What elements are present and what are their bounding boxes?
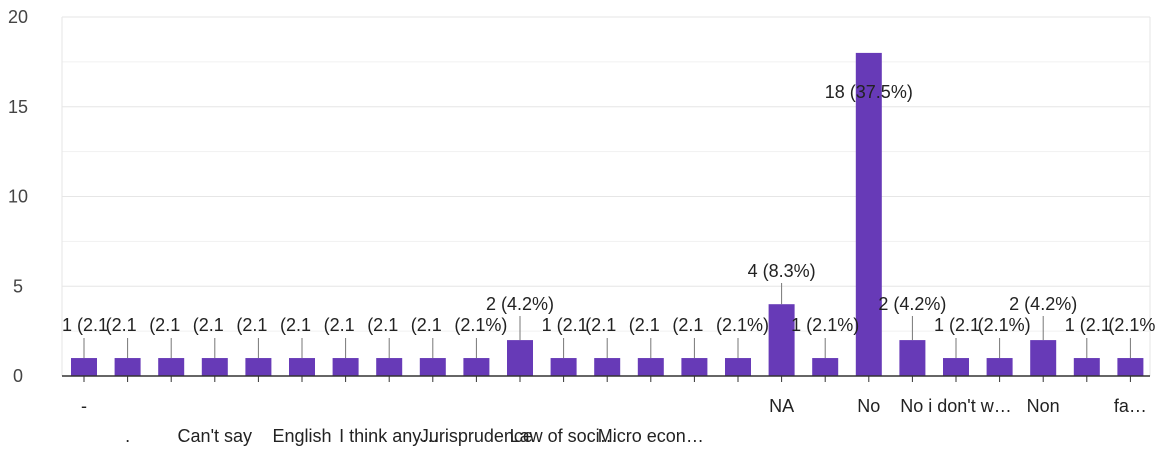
bar bbox=[158, 358, 185, 376]
y-tick-label: 10 bbox=[8, 187, 28, 207]
bar bbox=[725, 358, 751, 376]
axis-layer: 0 5 10 15 20 -. Can't say English I think any…Ju… bbox=[8, 7, 1150, 446]
y-tick-label: 20 bbox=[8, 7, 28, 27]
bar bbox=[899, 340, 926, 376]
y-tick-label: 5 bbox=[13, 276, 23, 296]
data-label: (2.1%) bbox=[454, 315, 507, 335]
bar bbox=[376, 358, 403, 376]
data-label: (2.1 bbox=[106, 315, 137, 335]
data-label: (2.1 bbox=[324, 315, 355, 335]
x-tick-label: - bbox=[81, 396, 87, 416]
x-tick-label: No i don't w… bbox=[900, 396, 1011, 416]
y-tick-label: 0 bbox=[13, 366, 23, 386]
data-label: 1 (2.1%) bbox=[791, 315, 859, 335]
data-label: 2 (4.2%) bbox=[1009, 294, 1077, 314]
bar bbox=[550, 358, 577, 376]
data-label: 1 (2.1 bbox=[542, 315, 588, 335]
y-tick-label: 15 bbox=[8, 97, 28, 117]
bar bbox=[201, 358, 228, 376]
data-label: (2.1 bbox=[193, 315, 224, 335]
data-label: (2.1 bbox=[280, 315, 311, 335]
data-label: 2 (4.2%) bbox=[486, 294, 554, 314]
data-label: (2.1 bbox=[585, 315, 616, 335]
data-label: (2.1 bbox=[672, 315, 703, 335]
bar bbox=[855, 52, 882, 377]
data-label: (2.1% bbox=[1108, 315, 1155, 335]
x-tick-label: NA bbox=[769, 396, 794, 416]
data-label: 1 (2.1 bbox=[62, 315, 108, 335]
bar bbox=[943, 358, 969, 376]
bar bbox=[419, 358, 446, 376]
bar bbox=[986, 358, 1013, 376]
x-tick-label: Can't say bbox=[178, 426, 252, 446]
data-label: 1 (2.1 bbox=[1065, 315, 1111, 335]
data-label: (2.1 bbox=[411, 315, 442, 335]
bar bbox=[114, 358, 141, 376]
bar bbox=[637, 358, 664, 376]
bar bbox=[1073, 358, 1100, 376]
bar bbox=[812, 358, 839, 376]
data-label: 1 (2.1 bbox=[934, 315, 980, 335]
x-tick-label: fa… bbox=[1114, 396, 1147, 416]
bar bbox=[463, 358, 490, 376]
bar bbox=[681, 358, 708, 376]
x-tick-label: Jurisprudence bbox=[420, 426, 533, 446]
bar bbox=[1030, 340, 1057, 376]
x-tick-label: Law of soci… bbox=[510, 426, 618, 446]
grid-layer bbox=[61, 16, 1151, 376]
bar bbox=[768, 304, 795, 376]
bar bbox=[332, 358, 359, 376]
data-label: (2.1 bbox=[149, 315, 180, 335]
data-label: 4 (8.3%) bbox=[748, 261, 816, 281]
bar bbox=[507, 340, 533, 376]
x-tick-label: Micro econ… bbox=[598, 426, 704, 446]
data-label: (2.1 bbox=[236, 315, 267, 335]
bar bbox=[594, 358, 621, 376]
bar bbox=[245, 358, 272, 376]
bar-layer bbox=[71, 52, 1144, 377]
x-tick-label: No bbox=[857, 396, 880, 416]
label-layer: 1 (2.1(2.1 (2.1 (2.1 (2.1 (2.1 (2.1 (2.1 (2.1 (2… bbox=[62, 82, 1155, 359]
bar bbox=[1117, 358, 1144, 376]
bar bbox=[289, 358, 315, 376]
x-tick-label: Non bbox=[1027, 396, 1060, 416]
bar bbox=[71, 358, 97, 376]
x-tick-label: . bbox=[125, 426, 130, 446]
data-label: 2 (4.2%) bbox=[878, 294, 946, 314]
data-label: 18 (37.5%) bbox=[825, 82, 913, 102]
x-tick-label: I think any… bbox=[339, 426, 439, 446]
data-label: (2.1%) bbox=[978, 315, 1031, 335]
data-label: (2.1%) bbox=[716, 315, 769, 335]
data-label: (2.1 bbox=[629, 315, 660, 335]
data-label: (2.1 bbox=[367, 315, 398, 335]
x-tick-label: English bbox=[272, 426, 331, 446]
